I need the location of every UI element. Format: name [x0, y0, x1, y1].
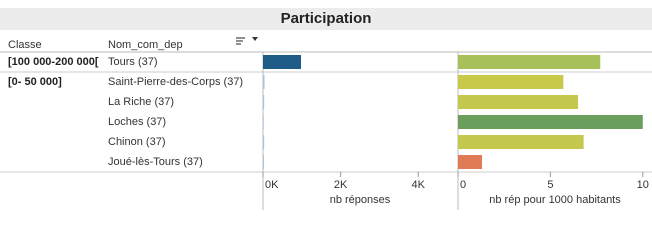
x-tick-label: 5 [547, 179, 553, 191]
chart: Participation Classe Nom_com_dep [100 00… [0, 8, 652, 210]
category-label: Saint-Pierre-des-Corps (37) [108, 76, 243, 88]
x-tick-label: 4K [411, 179, 425, 191]
x-tick-label: 2K [334, 179, 348, 191]
x-tick-label: 10 [637, 179, 649, 191]
x-axis-label: nb réponses [330, 194, 391, 206]
page: Participation Classe Nom_com_dep [100 00… [0, 8, 652, 210]
bar [458, 95, 579, 109]
bar [263, 75, 265, 89]
category-label: Joué-lès-Tours (37) [108, 156, 203, 168]
title-bar [0, 8, 652, 30]
bar [458, 135, 584, 149]
category-label: Loches (37) [108, 116, 166, 128]
bar [458, 55, 601, 69]
bar [263, 95, 265, 109]
category-label: La Riche (37) [108, 96, 174, 108]
bar [263, 135, 265, 149]
bar [263, 155, 264, 169]
row-header: Classe [8, 39, 42, 51]
x-tick-label: 0K [265, 179, 279, 191]
x-tick-label: 0 [460, 179, 466, 191]
category-label: Chinon (37) [108, 136, 165, 148]
bar [458, 155, 483, 169]
bar [458, 115, 643, 129]
category-label: Tours (37) [108, 56, 158, 68]
row-header: Nom_com_dep [108, 39, 183, 51]
chart-title: Participation [281, 10, 372, 27]
bar [263, 55, 302, 69]
x-axis-label: nb rép pour 1000 habitants [489, 194, 621, 206]
sort-icon[interactable] [236, 37, 258, 45]
bar [458, 75, 564, 89]
bar [263, 115, 264, 129]
class-label: [100 000-200 000[ [8, 56, 99, 68]
class-label: [0- 50 000] [8, 76, 62, 88]
